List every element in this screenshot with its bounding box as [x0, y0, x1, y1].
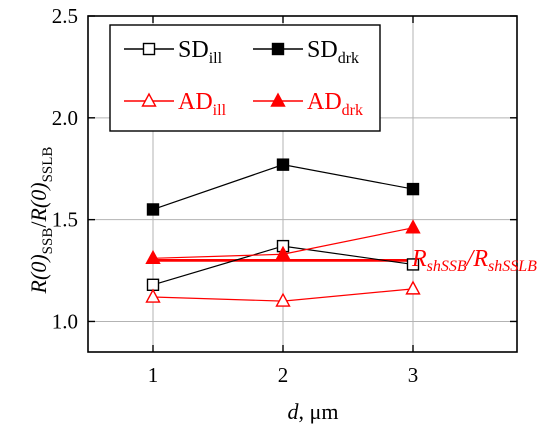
legend-label-addrk: ADdrk [307, 89, 363, 119]
plot-frame [87, 15, 518, 353]
legend-label-sddrk: SDdrk [307, 37, 359, 67]
legend-marker-adill [141, 92, 157, 107]
legend-entry-adill: ADill [124, 89, 227, 119]
data-point-adill-1 [145, 288, 161, 303]
data-point-sddrk-3 [406, 182, 420, 196]
data-point-addrk-3 [405, 219, 421, 234]
data-point-addrk-1 [145, 249, 161, 265]
legend-marker-sdill [142, 42, 156, 56]
data-point-addrk-2 [275, 245, 291, 260]
data-point-adill-3 [405, 280, 421, 295]
legend-label-adill: ADill [178, 89, 227, 119]
series-layer [145, 158, 421, 307]
y-tick-label-1-5: 1.5 [52, 208, 78, 232]
y-axis-label: R(0)SSB/R(0)SSLB [26, 147, 56, 295]
legend-marker-sddrk [271, 42, 285, 56]
x-axis-label: d, μm [288, 399, 339, 424]
legend-box [109, 24, 381, 132]
data-point-sddrk-2 [276, 158, 290, 171]
data-point-sdill-3 [406, 258, 420, 271]
legend-entry-sddrk: SDdrk [253, 37, 359, 67]
legend-label-sdill: SDill [178, 37, 223, 67]
reference-line-label: RshSSB/RshSSLB [411, 246, 537, 275]
legend-entry-sdill: SDill [124, 37, 223, 67]
data-point-adill-2 [275, 292, 291, 307]
y-tick-label-1-0: 1.0 [52, 309, 78, 333]
x-tick-label-2: 2 [278, 363, 289, 387]
legend: SDill SDdrk ADill ADdrk [109, 24, 381, 132]
y-tick-label-2-5: 2.5 [52, 4, 78, 28]
legend-marker-addrk [270, 92, 286, 107]
x-tick-label-1: 1 [148, 363, 159, 387]
axis-layer: 1 2 3 1.0 1.5 2.0 2.5 [52, 4, 518, 387]
y-tick-label-2-0: 2.0 [52, 106, 78, 130]
data-point-sddrk-1 [146, 203, 160, 216]
legend-entry-addrk: ADdrk [253, 89, 363, 119]
x-tick-label-3: 3 [408, 363, 419, 387]
